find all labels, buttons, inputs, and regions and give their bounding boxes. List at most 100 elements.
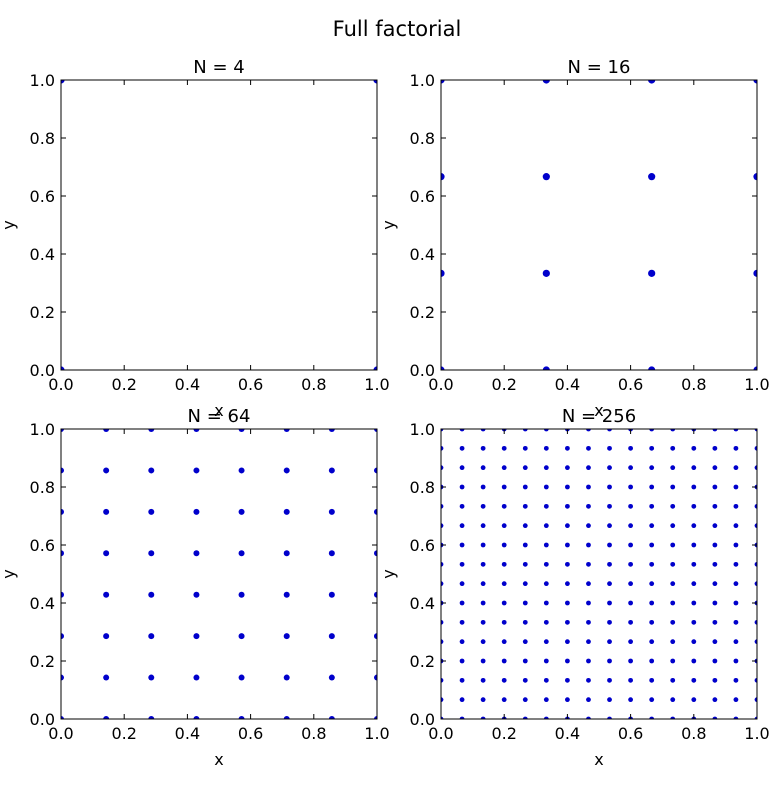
plot-frame <box>440 79 758 371</box>
data-point <box>480 465 486 471</box>
data-point <box>441 639 444 645</box>
x-tick-label: 0.2 <box>491 724 516 743</box>
data-point <box>501 697 507 703</box>
panel-title: N = 16 <box>568 57 631 78</box>
data-point <box>374 716 377 719</box>
data-point <box>441 445 444 451</box>
data-point <box>733 600 739 606</box>
data-point <box>753 80 757 84</box>
data-point <box>283 467 290 474</box>
data-point <box>522 600 528 606</box>
data-point <box>148 550 155 557</box>
panel-n64: N = 64 x y 0.0 0.2 0.4 0.6 0.8 1.0 0.0 0.2 0.4 0.… <box>0 406 390 769</box>
data-point <box>670 639 676 645</box>
data-point <box>543 639 549 645</box>
data-point <box>670 600 676 606</box>
data-point <box>607 619 612 625</box>
data-point <box>670 581 676 587</box>
data-point <box>103 591 110 598</box>
data-point <box>61 716 64 719</box>
y-tick-label: 1.0 <box>30 71 55 90</box>
data-point <box>103 716 110 719</box>
data-point <box>565 561 570 567</box>
data-point <box>543 697 549 703</box>
data-point <box>607 503 612 509</box>
data-point <box>103 429 110 432</box>
data-point <box>543 658 549 664</box>
data-point <box>441 465 444 471</box>
y-tick-label: 0.8 <box>30 478 55 497</box>
data-point <box>373 366 377 370</box>
y-tick-label: 1.0 <box>410 71 435 90</box>
data-point <box>374 591 377 598</box>
x-tick-label: 0.0 <box>428 724 453 743</box>
data-point <box>501 600 507 606</box>
data-point <box>238 508 245 515</box>
data-point <box>61 674 64 681</box>
data-point <box>586 600 591 606</box>
data-point <box>586 445 591 451</box>
data-point <box>374 467 377 474</box>
y-tick-label: 1.0 <box>30 420 55 439</box>
data-point <box>148 633 155 640</box>
data-point <box>374 550 377 557</box>
data-point <box>542 80 550 84</box>
data-point <box>193 633 200 640</box>
y-tick-label: 1.0 <box>410 420 435 439</box>
data-point <box>103 550 110 557</box>
data-point <box>328 429 335 432</box>
scatter-points <box>61 429 377 719</box>
data-point <box>648 366 656 370</box>
data-point <box>691 619 697 625</box>
data-point <box>607 658 612 664</box>
data-point <box>148 508 155 515</box>
data-point <box>61 429 64 432</box>
data-point <box>628 600 633 606</box>
data-point <box>670 697 676 703</box>
data-point <box>565 600 570 606</box>
data-point <box>193 591 200 598</box>
y-tick-label: 0.6 <box>30 187 55 206</box>
data-point <box>754 677 757 683</box>
data-point <box>607 523 612 529</box>
data-point <box>628 677 633 683</box>
data-point <box>712 542 718 548</box>
data-point <box>148 674 155 681</box>
data-point <box>712 503 718 509</box>
data-point <box>754 503 757 509</box>
y-tick-label: 0.6 <box>30 536 55 555</box>
data-point <box>480 542 486 548</box>
y-tick-label: 0.6 <box>410 536 435 555</box>
y-tick-label: 0.4 <box>30 245 55 264</box>
data-point <box>501 619 507 625</box>
data-point <box>565 542 570 548</box>
x-tick-label: 0.2 <box>111 375 136 394</box>
data-point <box>628 503 633 509</box>
data-point <box>522 542 528 548</box>
y-tick-label: 0.4 <box>30 594 55 613</box>
data-point <box>328 467 335 474</box>
data-point <box>586 484 591 490</box>
data-point <box>501 639 507 645</box>
data-point <box>328 591 335 598</box>
data-point <box>733 503 739 509</box>
x-tick-label: 0.8 <box>681 724 706 743</box>
scatter-points <box>441 80 757 370</box>
data-point <box>328 674 335 681</box>
data-point <box>283 508 290 515</box>
data-point <box>501 542 507 548</box>
data-point <box>328 508 335 515</box>
data-point <box>712 445 718 451</box>
data-point <box>374 508 377 515</box>
data-point <box>670 465 676 471</box>
data-point <box>238 429 245 432</box>
data-point <box>459 561 465 567</box>
data-point <box>628 658 633 664</box>
data-point <box>522 619 528 625</box>
data-point <box>238 591 245 598</box>
data-point <box>712 639 718 645</box>
data-point <box>148 716 155 719</box>
y-axis-label: y <box>0 220 18 229</box>
data-point <box>543 716 549 719</box>
